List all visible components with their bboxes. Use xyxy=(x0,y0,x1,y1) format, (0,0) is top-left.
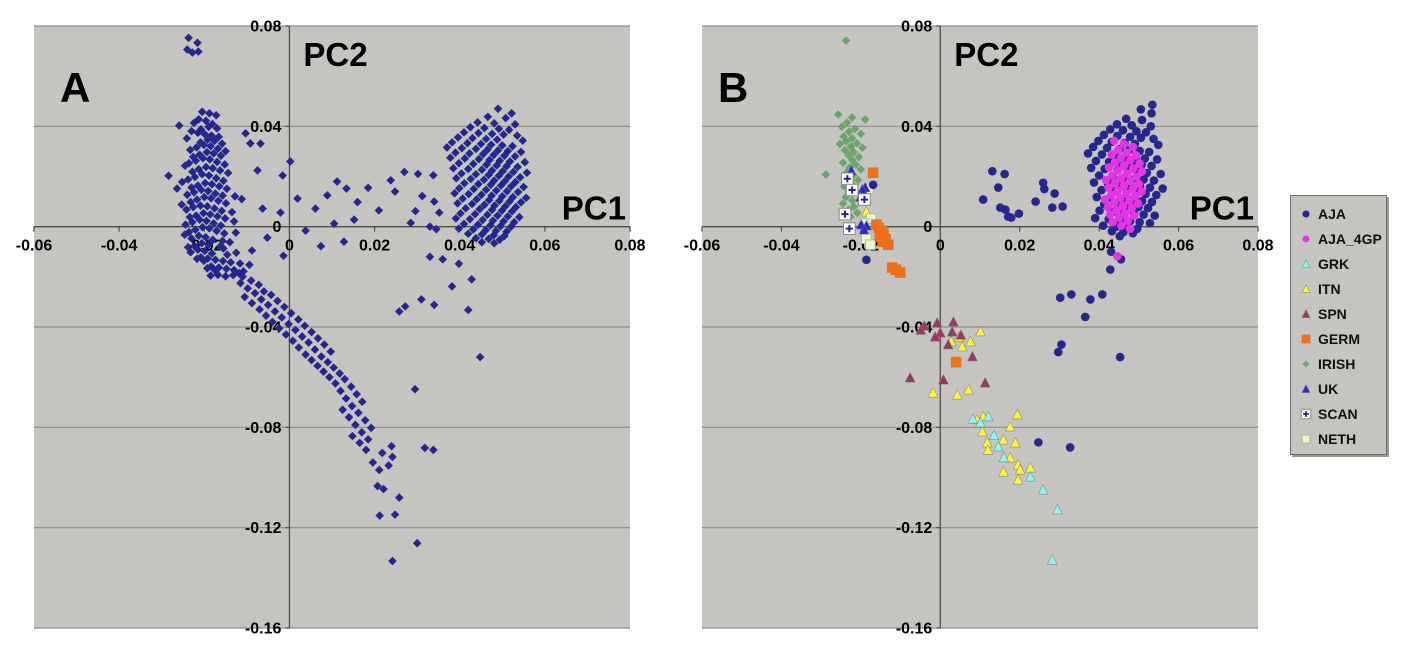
legend-item-grk: GRK xyxy=(1297,251,1386,276)
y-tick-label: -0.16 xyxy=(896,621,933,638)
plus-square-icon xyxy=(1300,408,1312,419)
legend-item-itn: ITN xyxy=(1297,276,1386,301)
legend-label: SPN xyxy=(1318,305,1347,322)
triangle-icon xyxy=(1301,258,1311,268)
legend-item-irish: IRISH xyxy=(1297,351,1386,376)
x-tick-label: 0 xyxy=(936,238,945,255)
x-tick-label: 0.06 xyxy=(529,238,560,255)
legend-label: ITN xyxy=(1318,280,1341,297)
legend-label: AJA_4GP xyxy=(1318,230,1382,247)
legend: AJA AJA_4GP GRK ITN SPN GERM IRISH UK SCAN NETH xyxy=(1290,195,1387,455)
legend-item-neth: NETH xyxy=(1297,426,1386,451)
y-tick-label: -0.12 xyxy=(896,520,933,537)
plot-area-b: -0.06 -0.04 -0.02 0 0.02 0.04 0.06 0.080.080.04… xyxy=(684,19,1274,638)
axis-label-pc1: PC1 xyxy=(562,190,626,227)
y-tick-label: -0.12 xyxy=(245,520,282,537)
x-tick-label: 0.02 xyxy=(359,238,390,255)
triangle-icon xyxy=(1301,283,1311,293)
panel-a: -0.06 -0.04 -0.02 0 0.02 0.04 0.06 0.08 0.08 0.04… xyxy=(16,19,646,638)
panel-letter: A xyxy=(60,64,90,111)
legend-label: AJA xyxy=(1318,205,1347,222)
triangle-icon xyxy=(1301,308,1311,318)
legend-item-spn: SPN xyxy=(1297,301,1386,326)
circle-icon xyxy=(1302,234,1310,243)
x-tick-label: -0.06 xyxy=(16,238,53,255)
series-samples xyxy=(164,33,532,566)
series-AJA_4GP xyxy=(1100,136,1147,261)
plot-area-a: -0.06 -0.04 -0.02 0 0.02 0.04 0.06 0.080.080.04… xyxy=(16,19,646,638)
x-tick-label: -0.04 xyxy=(763,238,800,255)
y-tick-label: 0 xyxy=(273,219,282,236)
y-tick-label: 0 xyxy=(923,219,932,236)
triangle-icon xyxy=(1301,383,1311,393)
legend-item-aja_4gp: AJA_4GP xyxy=(1297,226,1386,251)
y-tick-label: -0.16 xyxy=(245,621,282,638)
y-tick-label: 0.08 xyxy=(250,19,281,36)
x-tick-label: 0 xyxy=(285,238,294,255)
x-tick-label: 0.04 xyxy=(444,238,475,255)
legend-item-germ: GERM xyxy=(1297,326,1386,351)
pale-square-icon xyxy=(1301,434,1311,443)
x-tick-label: 0.08 xyxy=(1242,238,1273,255)
series-SCAN xyxy=(838,172,871,235)
axis-label-pc2: PC2 xyxy=(954,36,1018,73)
legend-label: GERM xyxy=(1318,330,1360,347)
axis-label-pc1: PC1 xyxy=(1190,190,1254,227)
legend-item-aja: AJA xyxy=(1297,201,1386,226)
panel-letter: B xyxy=(718,64,748,111)
square-icon xyxy=(1301,334,1311,343)
y-tick-label: 0.04 xyxy=(901,119,932,136)
series-GERM xyxy=(867,167,962,368)
axis-label-pc2: PC2 xyxy=(303,36,367,73)
x-tick-label: 0.06 xyxy=(1163,238,1194,255)
y-tick-label: 0.08 xyxy=(901,19,932,36)
y-tick-label: 0.04 xyxy=(250,119,281,136)
x-tick-label: -0.06 xyxy=(684,238,721,255)
legend-label: IRISH xyxy=(1318,355,1356,372)
legend-item-uk: UK xyxy=(1297,376,1386,401)
legend-label: GRK xyxy=(1318,255,1350,272)
legend-label: UK xyxy=(1318,380,1339,397)
y-tick-label: -0.08 xyxy=(896,420,933,437)
panel-b: -0.06 -0.04 -0.02 0 0.02 0.04 0.06 0.08 0.08 0.04… xyxy=(684,19,1274,638)
x-tick-label: 0.02 xyxy=(1004,238,1035,255)
y-tick-label: -0.08 xyxy=(245,420,282,437)
circle-icon xyxy=(1302,209,1310,218)
legend-label: SCAN xyxy=(1318,405,1358,422)
legend-label: NETH xyxy=(1318,430,1357,447)
series-SPN xyxy=(904,315,991,388)
x-tick-label: -0.04 xyxy=(101,238,138,255)
series-GRK xyxy=(967,410,1063,565)
diamond-icon xyxy=(1302,359,1310,368)
x-tick-label: 0.08 xyxy=(614,238,645,255)
legend-item-scan: SCAN xyxy=(1297,401,1386,426)
